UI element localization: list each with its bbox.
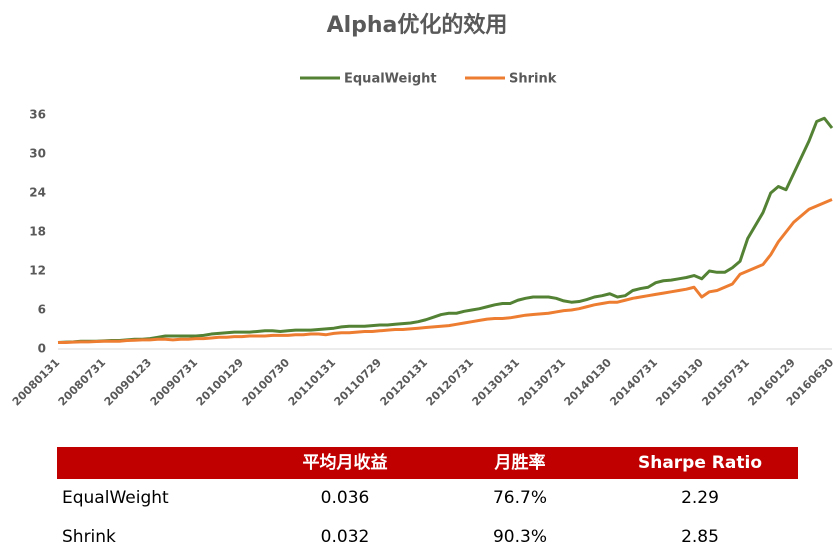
x-tick-label: 20120731	[424, 356, 476, 408]
table-cell: 0.032	[321, 527, 370, 547]
x-tick-label: 20100129	[194, 356, 246, 408]
y-tick-label: 36	[29, 108, 46, 122]
table-cell: 90.3%	[493, 527, 547, 547]
table-header-bar	[57, 447, 798, 479]
x-tick-label: 20130731	[516, 356, 568, 408]
x-tick-label: 20120131	[378, 356, 430, 408]
table-cell: 2.29	[681, 488, 719, 508]
x-tick-label: 20110131	[286, 356, 338, 408]
table-header: 平均月收益	[303, 452, 388, 473]
x-tick-label: 20130131	[470, 356, 522, 408]
row-label: Shrink	[62, 527, 116, 547]
row-label: EqualWeight	[62, 488, 169, 508]
series-line	[57, 116, 834, 344]
table-cell: 2.85	[681, 527, 719, 547]
y-tick-label: 12	[29, 264, 46, 278]
legend-label: Shrink	[509, 72, 557, 87]
x-tick-label: 20080731	[56, 356, 108, 408]
x-tick-label: 20090731	[148, 356, 200, 408]
x-tick-label: 20090123	[102, 356, 154, 408]
y-tick-label: 18	[29, 225, 46, 239]
x-tick-label: 20080131	[10, 356, 62, 408]
chart-title: Alpha优化的效用	[327, 12, 508, 38]
y-tick-label: 0	[38, 342, 46, 356]
table-header: 月胜率	[494, 452, 546, 473]
table-header: Sharpe Ratio	[638, 453, 762, 473]
table-cell: 0.036	[321, 488, 370, 508]
table-cell: 76.7%	[493, 488, 547, 508]
y-tick-label: 6	[38, 303, 46, 317]
x-tick-label: 20140130	[562, 356, 615, 409]
x-tick-label: 20110729	[332, 356, 384, 408]
y-tick-label: 30	[29, 147, 46, 161]
x-tick-label: 20150731	[699, 356, 751, 408]
x-tick-label: 20150130	[653, 356, 706, 409]
series-line	[58, 198, 833, 344]
x-tick-label: 20100730	[240, 356, 293, 409]
x-tick-label: 20140731	[607, 356, 659, 408]
y-tick-label: 24	[29, 186, 46, 200]
legend-label: EqualWeight	[344, 72, 437, 87]
